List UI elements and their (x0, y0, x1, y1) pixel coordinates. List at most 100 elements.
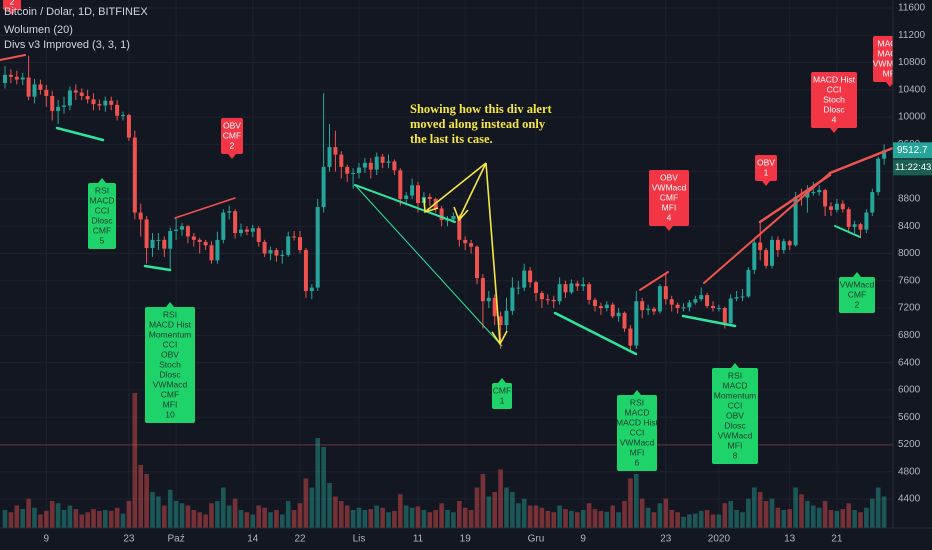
bull-div (55, 126, 105, 142)
label-text: MFI (630, 447, 645, 457)
volume-bar (628, 478, 633, 528)
candle-body (97, 104, 102, 106)
volume-bar (61, 510, 67, 528)
label-text: 5 (100, 235, 105, 245)
label-text: OBV (726, 410, 744, 420)
volume-bar (73, 509, 79, 528)
candle-body (309, 287, 314, 292)
candle-body (858, 224, 863, 230)
label-text: 4 (667, 212, 672, 222)
volume-bar (268, 512, 273, 528)
candle-body (811, 192, 816, 194)
label-box (3, 0, 21, 10)
volume-bar (356, 507, 362, 528)
candle-body (404, 195, 409, 199)
volume-bar (221, 487, 226, 528)
candle-body (598, 306, 603, 309)
candle-body (657, 286, 662, 312)
candle-body (121, 115, 126, 117)
candle-body (244, 229, 249, 232)
volume-bar (274, 510, 279, 528)
candle-body (73, 90, 78, 93)
volume-bar (244, 512, 250, 528)
volume-bar (386, 512, 391, 528)
volume-bar (545, 510, 551, 528)
volume-bar (639, 498, 645, 528)
candle-body (551, 299, 556, 302)
x-tick-label: 14 (247, 534, 259, 545)
y-tick-label: 7600 (898, 275, 921, 286)
label-box (839, 277, 875, 313)
candle-body (256, 228, 261, 242)
volume-bar (333, 496, 338, 528)
volume-bar (539, 507, 545, 528)
label-text: Momentum (149, 329, 192, 339)
candle-body (610, 304, 615, 317)
bull-div (354, 184, 456, 223)
label-text: Momentum (714, 390, 757, 400)
candle-body (864, 212, 869, 230)
candle-body (144, 219, 149, 249)
volume-bar (226, 505, 232, 528)
bull-div (354, 184, 503, 347)
label-text: MFI (728, 440, 743, 450)
volume-bar (828, 510, 834, 528)
candle-body (398, 170, 403, 199)
candle-body (469, 243, 474, 247)
volume-bar (663, 498, 669, 528)
label-text: OBV (757, 157, 775, 167)
candle-body (233, 211, 238, 234)
y-tick-label: 8400 (898, 221, 921, 232)
volume-bar (775, 507, 781, 528)
candle-body (250, 228, 255, 232)
candle-body (734, 297, 739, 299)
candle-body (368, 162, 373, 170)
label-pointer (228, 154, 236, 159)
volume-bar (350, 510, 356, 528)
volume-bar (575, 512, 580, 528)
candle-body (652, 308, 657, 312)
candle-body (280, 254, 285, 256)
candle-body (669, 299, 674, 305)
label-text: CMF (93, 225, 111, 235)
candle-body (770, 239, 775, 266)
volume-bar (49, 501, 55, 528)
last-price: 9512.7 (897, 145, 928, 156)
x-tick-label: 21 (831, 534, 843, 545)
candle-body (339, 154, 344, 167)
arrow (425, 162, 487, 212)
candle-body (56, 106, 61, 111)
volume-bar (763, 501, 769, 528)
x-tick-label: 23 (660, 534, 672, 545)
bull-div (553, 311, 638, 356)
candle-body (876, 158, 881, 193)
volume-bar (752, 487, 757, 528)
indicator-name: Divs v3 Improved (3, 3, 1) (4, 39, 130, 51)
bear-div (0, 54, 26, 61)
label-text: MACD (89, 195, 114, 205)
volume-bar (97, 510, 102, 528)
volume-bar (722, 503, 728, 528)
bull-div (834, 225, 861, 238)
candle-body (846, 209, 851, 227)
volume-bar (563, 509, 568, 528)
candle-body (268, 250, 273, 254)
volume-bar (191, 510, 197, 528)
candle-body (587, 284, 592, 300)
candle-body (486, 297, 491, 302)
volume-bar (592, 509, 598, 528)
label-box (88, 183, 116, 249)
candle-body (681, 307, 686, 309)
x-tick-label: 13 (784, 534, 796, 545)
candle-body (8, 74, 13, 77)
volume-bar (728, 501, 734, 528)
label-box (811, 72, 857, 128)
volume-bar (203, 514, 208, 528)
y-tick-label: 10000 (898, 112, 926, 123)
volume-bar (108, 510, 114, 528)
label-box (755, 155, 777, 181)
candle-body (805, 192, 810, 198)
